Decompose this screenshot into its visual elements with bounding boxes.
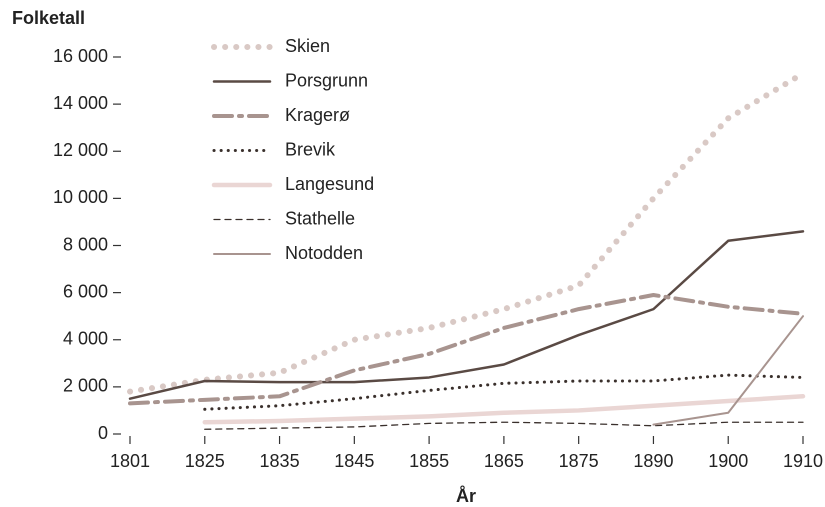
x-tick-label: 1900	[708, 451, 748, 471]
y-tick-label: 16 000	[53, 46, 108, 66]
x-axis-label: År	[456, 486, 476, 506]
x-tick-label: 1825	[185, 451, 225, 471]
x-tick-label: 1835	[260, 451, 300, 471]
legend-label: Stathelle	[285, 208, 355, 228]
x-tick-label: 1875	[559, 451, 599, 471]
x-tick-label: 1855	[409, 451, 449, 471]
line-series	[128, 230, 805, 400]
y-tick-label: 12 000	[53, 140, 108, 160]
y-tick-label: 10 000	[53, 187, 108, 207]
x-tick-label: 1910	[783, 451, 823, 471]
legend-label: Brevik	[285, 139, 336, 159]
line-series	[128, 292, 805, 406]
y-axis-label: Folketall	[12, 8, 85, 28]
legend-label: Kragerø	[285, 105, 350, 125]
legend-label: Notodden	[285, 243, 363, 263]
y-tick-label: 0	[98, 423, 108, 443]
y-tick-label: 4 000	[63, 329, 108, 349]
x-tick-label: 1865	[484, 451, 524, 471]
line-series	[652, 315, 804, 426]
legend-label: Skien	[285, 36, 330, 56]
x-tick-label: 1845	[334, 451, 374, 471]
y-tick-label: 8 000	[63, 234, 108, 254]
line-series	[203, 373, 805, 411]
legend-label: Porsgrunn	[285, 70, 368, 90]
y-tick-label: 2 000	[63, 376, 108, 396]
legend-label: Langesund	[285, 174, 374, 194]
line-series	[127, 70, 806, 395]
y-tick-label: 6 000	[63, 281, 108, 301]
x-tick-label: 1801	[110, 451, 150, 471]
x-tick-label: 1890	[633, 451, 673, 471]
line-series	[202, 394, 806, 425]
y-tick-label: 14 000	[53, 93, 108, 113]
line-series	[204, 421, 804, 430]
